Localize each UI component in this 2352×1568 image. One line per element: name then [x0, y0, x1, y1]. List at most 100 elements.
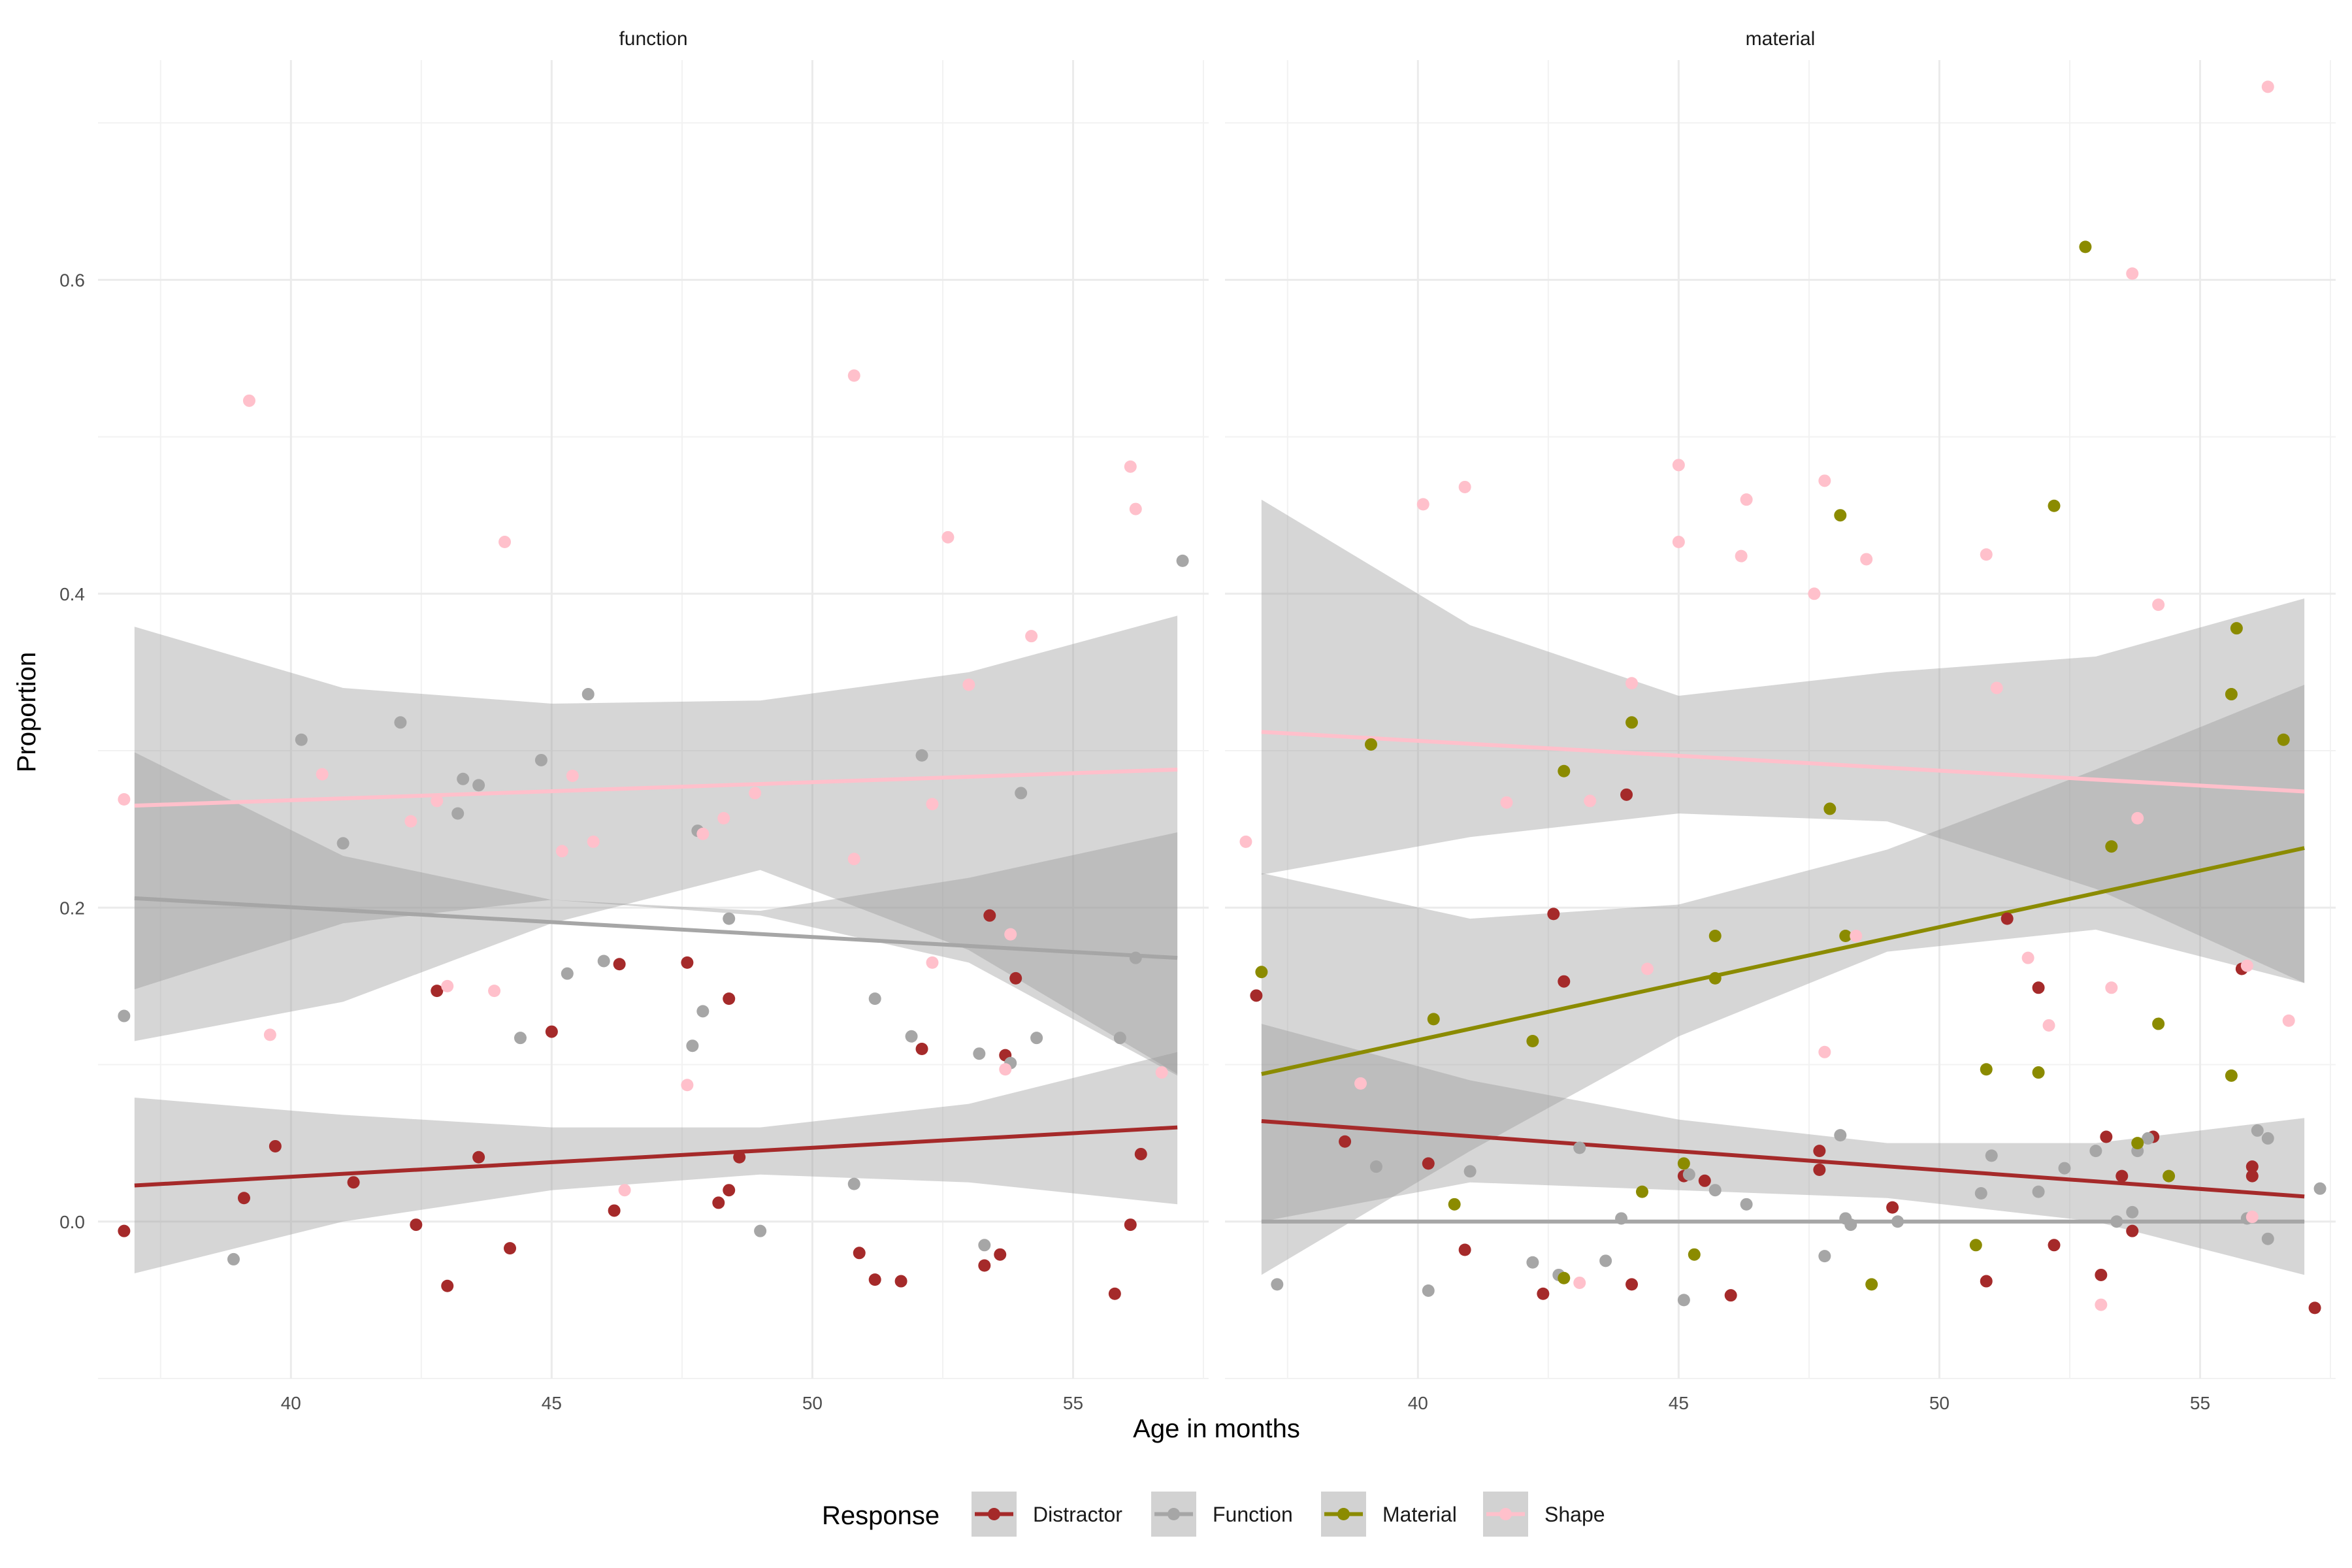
data-point-material: [2032, 1066, 2045, 1079]
data-point-material: [1980, 1063, 1993, 1076]
data-point-function: [754, 1224, 767, 1237]
data-point-material: [1688, 1248, 1701, 1261]
fit-lines: [134, 767, 1178, 1188]
data-point-shape: [587, 835, 600, 848]
data-point-function: [686, 1039, 699, 1053]
data-points: [118, 369, 1189, 1300]
data-point-function: [457, 772, 470, 785]
data-point-shape: [1641, 962, 1654, 975]
data-point-distractor: [1108, 1287, 1121, 1300]
confidence-band-distractor: [134, 1052, 1178, 1273]
data-point-distractor: [1813, 1145, 1826, 1158]
data-point-distractor: [545, 1025, 558, 1038]
data-point-distractor: [733, 1151, 746, 1164]
data-point-shape: [1354, 1077, 1367, 1090]
data-point-material: [1558, 1271, 1571, 1284]
data-point-function: [1030, 1032, 1043, 1045]
data-point-shape: [2095, 1298, 2108, 1311]
data-point-shape: [1584, 794, 1597, 808]
data-point-distractor: [2032, 981, 2045, 994]
panel-material: material 40 45 50 55: [1225, 28, 2336, 1413]
data-point-distractor: [2001, 912, 2014, 925]
data-point-distractor: [2100, 1130, 2113, 1143]
fit-line-distractor: [134, 1125, 1178, 1188]
legend-label-distractor: Distractor: [1033, 1503, 1122, 1526]
data-point-function: [1682, 1168, 1695, 1181]
data-point-shape: [2261, 80, 2274, 93]
fit-line-shape: [134, 767, 1178, 808]
data-point-shape: [1735, 549, 1748, 563]
data-point-shape: [1500, 796, 1513, 809]
data-point-material: [1635, 1185, 1648, 1198]
data-point-distractor: [712, 1196, 725, 1209]
x-tick-label: 50: [1929, 1393, 1950, 1413]
data-point-function: [2261, 1132, 2274, 1145]
data-point-function: [973, 1047, 986, 1060]
confidence-band-distractor: [1261, 1024, 2305, 1275]
data-point-material: [1625, 716, 1639, 729]
data-point-shape: [681, 1079, 694, 1092]
data-point-function: [2032, 1185, 2045, 1198]
data-point-distractor: [1547, 907, 1560, 921]
data-point-distractor: [237, 1192, 250, 1205]
data-point-function: [1113, 1032, 1126, 1045]
data-point-material: [1364, 738, 1377, 751]
data-point-material: [1448, 1198, 1461, 1211]
legend-item-function: Function: [1151, 1492, 1293, 1537]
data-point-material: [2225, 1069, 2238, 1082]
data-point-material: [1427, 1013, 1440, 1026]
data-point-function: [1834, 1129, 1847, 1142]
data-point-shape: [999, 1063, 1012, 1076]
legend: Response Distractor Function Material Shape: [822, 1492, 1605, 1537]
data-point-distractor: [2246, 1169, 2259, 1183]
data-point-shape: [847, 369, 860, 382]
data-point-distractor: [2126, 1224, 2139, 1237]
x-tick-label: 40: [281, 1393, 301, 1413]
data-point-distractor: [504, 1242, 517, 1255]
data-point-function: [118, 1009, 131, 1022]
data-point-function: [1818, 1250, 1831, 1263]
data-point-distractor: [613, 958, 626, 971]
data-point-function: [1891, 1215, 1904, 1228]
data-point-shape: [1573, 1276, 1586, 1289]
legend-key-point: [1168, 1508, 1180, 1520]
data-point-function: [1615, 1212, 1628, 1225]
y-tick-label: 0.4: [59, 584, 85, 604]
data-point-function: [1176, 554, 1189, 567]
data-point-material: [1708, 930, 1722, 943]
data-point-shape: [749, 787, 762, 800]
data-point-function: [1985, 1149, 1998, 1162]
y-axis-title: Proportion: [12, 652, 41, 773]
x-tick-label: 45: [542, 1393, 562, 1413]
data-point-shape: [926, 798, 939, 811]
y-tick-label: 0.2: [59, 898, 85, 918]
data-point-distractor: [1558, 975, 1571, 988]
data-point-distractor: [1009, 972, 1022, 985]
data-point-function: [597, 955, 610, 968]
data-point-shape: [1672, 536, 1685, 549]
data-point-distractor: [1250, 989, 1263, 1002]
data-point-distractor: [441, 1279, 454, 1292]
data-point-function: [2089, 1145, 2102, 1158]
data-point-shape: [263, 1028, 276, 1041]
data-point-distractor: [868, 1273, 881, 1286]
data-point-material: [1969, 1239, 1982, 1252]
data-point-distractor: [1724, 1289, 1737, 1302]
data-point-function: [1422, 1284, 1435, 1297]
data-point-shape: [1818, 474, 1831, 487]
data-point-distractor: [723, 992, 736, 1005]
fit-line-shape: [1261, 730, 2305, 794]
data-point-function: [295, 733, 308, 746]
data-point-function: [1708, 1184, 1722, 1197]
data-point-function: [2251, 1124, 2264, 1137]
data-point-function: [514, 1032, 527, 1045]
data-point-shape: [431, 794, 444, 808]
legend-title: Response: [822, 1501, 939, 1530]
data-point-function: [2110, 1215, 2123, 1228]
data-point-distractor: [1980, 1275, 1993, 1288]
data-point-function: [723, 912, 736, 925]
confidence-band-shape: [134, 615, 1178, 1074]
data-point-shape: [1239, 835, 1252, 848]
data-point-distractor: [2095, 1268, 2108, 1281]
data-point-function: [2313, 1182, 2327, 1195]
